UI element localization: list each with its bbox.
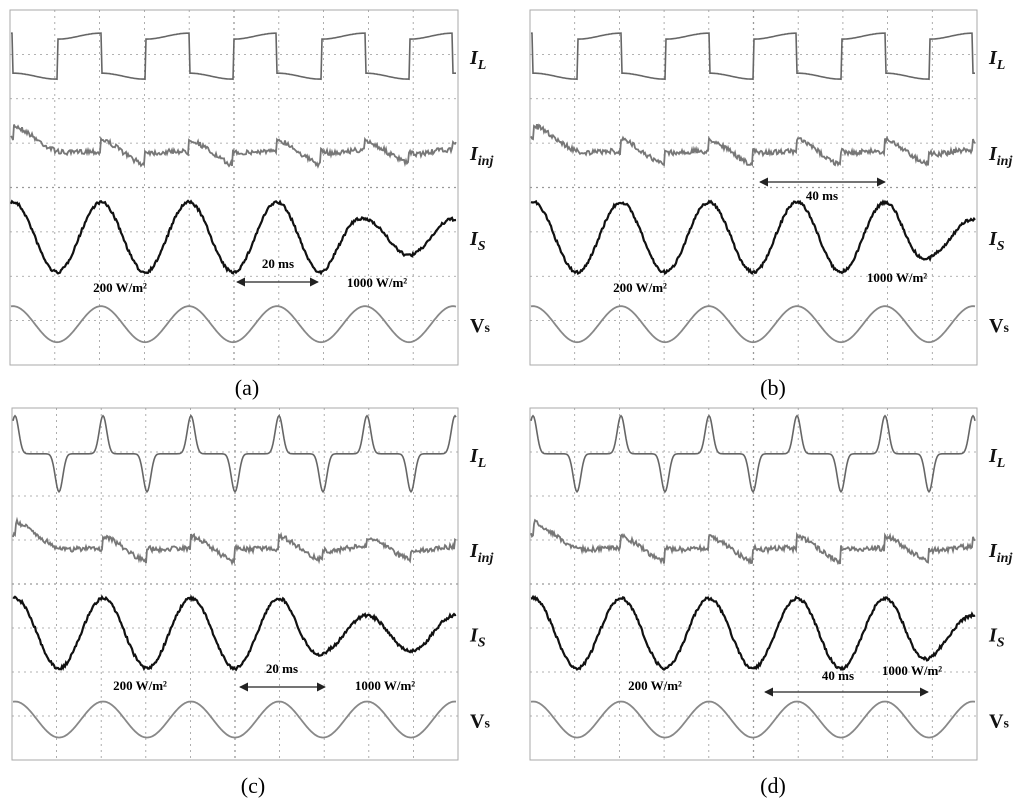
trace-label: Iinj xyxy=(469,143,493,169)
trace-subscript: L xyxy=(477,58,487,73)
source-voltage xyxy=(10,305,457,344)
injected-current xyxy=(530,518,976,566)
trace-subscript: S xyxy=(997,239,1005,254)
trace-subscript: L xyxy=(996,58,1006,73)
trace-symbol: V xyxy=(470,315,485,337)
panel-caption: (b) xyxy=(760,375,786,400)
trace-label: IL xyxy=(469,47,486,73)
trace-label: Vs xyxy=(470,711,490,733)
source-voltage xyxy=(12,700,457,739)
trace-subscript: inj xyxy=(997,551,1013,566)
trace-symbol: I xyxy=(988,143,998,165)
irradiance-after: 1000 W/m² xyxy=(355,678,415,693)
trace-label: IL xyxy=(988,47,1005,73)
irradiance-before: 200 W/m² xyxy=(93,280,147,295)
trace-symbol: V xyxy=(989,315,1004,337)
load-current xyxy=(531,32,975,81)
trace-label: IS xyxy=(469,624,486,650)
source-current xyxy=(12,594,457,672)
trace-subscript: inj xyxy=(478,154,494,169)
irradiance-after: 1000 W/m² xyxy=(867,270,927,285)
trace-symbol: I xyxy=(469,445,479,467)
trace-subscript: S xyxy=(997,635,1005,650)
trace-subscript: L xyxy=(477,456,487,471)
irradiance-before: 200 W/m² xyxy=(113,678,167,693)
trace-label: Vs xyxy=(989,315,1009,337)
trace-symbol: I xyxy=(469,143,479,165)
irradiance-before: 200 W/m² xyxy=(613,280,667,295)
source-voltage xyxy=(530,700,976,739)
trace-symbol: I xyxy=(988,624,998,646)
trace-subscript: inj xyxy=(478,551,494,566)
source-current xyxy=(9,199,457,276)
trace-subscript: s xyxy=(1003,717,1009,732)
panel-caption: (c) xyxy=(241,773,265,798)
source-current xyxy=(530,594,976,672)
trace-symbol: I xyxy=(988,47,998,69)
trace-label: Vs xyxy=(989,711,1009,733)
load-current xyxy=(12,414,457,494)
source-current xyxy=(530,199,976,276)
panel-caption: (d) xyxy=(760,773,786,798)
trace-subscript: inj xyxy=(997,154,1013,169)
panel-caption: (a) xyxy=(235,375,259,400)
irradiance-before: 200 W/m² xyxy=(628,678,682,693)
interval-label: 40 ms xyxy=(806,188,838,203)
trace-label: Vs xyxy=(470,315,490,337)
trace-label: IS xyxy=(469,228,486,254)
trace-subscript: s xyxy=(484,717,490,732)
trace-subscript: s xyxy=(1003,321,1009,336)
trace-symbol: I xyxy=(469,47,479,69)
trace-subscript: S xyxy=(478,635,486,650)
injected-current xyxy=(12,516,457,566)
trace-label: Iinj xyxy=(469,540,493,566)
trace-subscript: s xyxy=(484,321,490,336)
trace-label: IL xyxy=(988,445,1005,471)
trace-symbol: I xyxy=(469,228,479,250)
trace-label: IS xyxy=(988,228,1005,254)
load-current xyxy=(11,32,456,81)
trace-symbol: I xyxy=(988,228,998,250)
interval-label: 40 ms xyxy=(822,668,854,683)
interval-label: 20 ms xyxy=(262,256,294,271)
trace-label: IL xyxy=(469,445,486,471)
trace-subscript: S xyxy=(478,239,486,254)
injected-current xyxy=(10,124,457,169)
trace-label: IS xyxy=(988,624,1005,650)
trace-symbol: V xyxy=(470,711,485,733)
trace-symbol: I xyxy=(469,624,479,646)
trace-symbol: V xyxy=(989,711,1004,733)
load-current xyxy=(530,414,976,494)
trace-symbol: I xyxy=(469,540,479,562)
interval-label: 20 ms xyxy=(266,661,298,676)
irradiance-after: 1000 W/m² xyxy=(882,663,942,678)
trace-label: Iinj xyxy=(988,540,1012,566)
trace-symbol: I xyxy=(988,540,998,562)
irradiance-after: 1000 W/m² xyxy=(347,275,407,290)
source-voltage xyxy=(530,305,976,344)
injected-current xyxy=(530,123,976,167)
trace-symbol: I xyxy=(988,445,998,467)
trace-subscript: L xyxy=(996,456,1006,471)
trace-label: Iinj xyxy=(988,143,1012,169)
